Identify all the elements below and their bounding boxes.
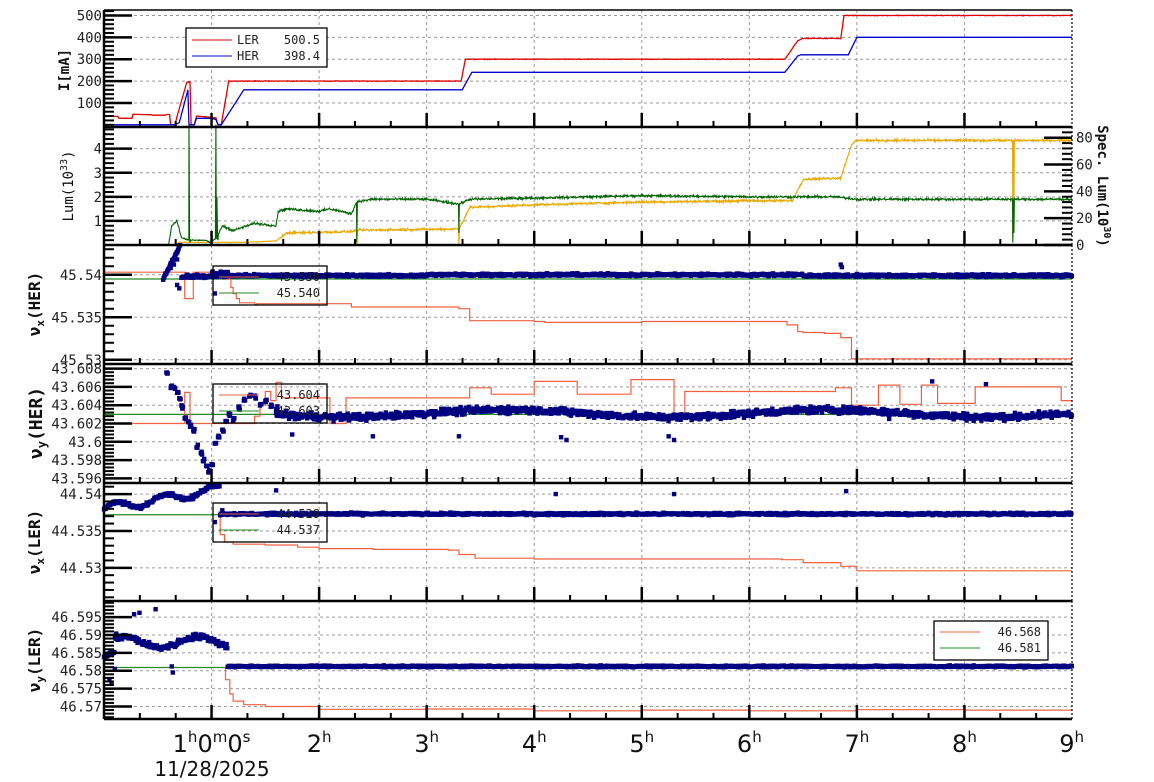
y-tick-label: 200 (77, 74, 102, 90)
legend-reference-value: 44.537 (277, 523, 320, 537)
legend-setpoint-value: 46.568 (998, 625, 1041, 639)
legend-reference-value: 45.540 (277, 286, 320, 300)
y-tick-label: 500 (77, 8, 102, 24)
x-tick-label: 8h (952, 728, 977, 758)
legend-reference-value: 46.581 (998, 641, 1041, 655)
y-tick-label-right: 60 (1076, 158, 1093, 174)
y-tick-label: 45.53 (60, 353, 102, 369)
y-tick-label-right: 0 (1076, 238, 1084, 254)
lum-line (103, 124, 1073, 246)
x-tick-label: 7h (844, 728, 869, 758)
y-tick-label: 44.535 (51, 524, 102, 540)
legend-setpoint-value: 44.528 (277, 507, 320, 521)
y-tick-label: 46.595 (51, 610, 102, 626)
ylabel-nuy-her: νy(HER) (26, 387, 49, 459)
nux-ler-setpoint-line (218, 514, 1072, 572)
y-tick-label: 43.6 (68, 435, 102, 451)
legend-setpoint-value: 45.530 (277, 270, 320, 284)
y-tick-label: 43.608 (51, 362, 102, 378)
x-tick-label: 9h (1059, 728, 1084, 758)
x-axis-date: 11/28/2025 (154, 757, 269, 781)
legend-reference-value: 43.603 (277, 404, 320, 418)
y-tick-label: 45.535 (51, 310, 102, 326)
y-tick-label: 43.606 (51, 380, 102, 396)
y-tick-label: 44.54 (60, 487, 102, 503)
nuy-ler-measured-points (101, 607, 1074, 686)
legend-nux-her: 45.530 45.540 (212, 265, 328, 306)
y-tick-label-right: 40 (1076, 184, 1093, 200)
legend-her-name: HER (237, 49, 259, 63)
ylabel-current: I[mA] (57, 49, 73, 91)
plot-series (101, 14, 1074, 712)
ylabel-nuy-ler: νy(LER) (25, 628, 47, 692)
y-tick-label: 43.604 (51, 398, 102, 414)
legend-ler-value: 500.5 (284, 33, 320, 47)
y-tick-label: 1 (94, 214, 102, 230)
ylabel-luminosity: Lum(1033) (59, 150, 77, 221)
y-tick-label: 46.59 (60, 628, 102, 644)
y-tick-label-right: 80 (1076, 131, 1093, 147)
y-tick-label: 400 (77, 30, 102, 46)
x-tick-label: 3h (414, 728, 439, 758)
y-tick-label: 2 (94, 190, 102, 206)
y-tick-label: 45.54 (60, 268, 102, 284)
y-tick-label: 4 (94, 142, 102, 158)
x-axis-labels: 1h0m0s 2h 3h 4h 5h 6h 7h 8h 9h (173, 728, 1084, 758)
ylabel-nux-her: νx(HER) (25, 272, 47, 336)
x-tick-label: 2h (307, 728, 332, 758)
ylabel-nux-ler: νx(LER) (25, 510, 47, 574)
y-tick-label: 300 (77, 52, 102, 68)
y-tick-label: 43.596 (51, 471, 102, 487)
x-tick-label: 6h (737, 728, 762, 758)
x-tick-label: 1h0m0s (173, 728, 251, 758)
y-tick-label: 100 (77, 96, 102, 112)
her-current-line (104, 36, 1072, 126)
y-tick-labels: 100200300400500123402040608045.5345.5354… (51, 8, 1092, 715)
nuy-her-measured-points (164, 370, 1074, 475)
nux-ler-measured-points (101, 482, 1074, 525)
legend-nuy-her: 43.604 43.603 (212, 383, 328, 424)
nux-her-setpoint-line (104, 271, 1072, 360)
y-tick-label: 44.53 (60, 561, 102, 577)
axes-frames (102, 9, 1073, 721)
legend-nux-ler: 44.528 44.537 (212, 502, 328, 543)
legend-her-value: 398.4 (284, 49, 320, 63)
y-tick-label: 46.58 (60, 664, 102, 680)
nux-her-measured-points (160, 243, 1074, 296)
spec-lum-line (103, 136, 1073, 246)
legend-setpoint-value: 43.604 (277, 388, 320, 402)
y-tick-label: 46.57 (60, 699, 102, 715)
y-tick-label-right: 20 (1076, 211, 1093, 227)
legend-tunes: 45.530 45.540 43.604 43.603 44.528 44.537 46.5… (212, 265, 1049, 661)
x-tick-label: 5h (629, 728, 654, 758)
ylabel-spec-luminosity: Spec. Lum(1030) (1094, 125, 1112, 247)
x-tick-label: 4h (522, 728, 547, 758)
y-tick-label: 43.602 (51, 417, 102, 433)
y-tick-label: 3 (94, 166, 102, 182)
ler-current-line (104, 14, 1072, 126)
legend-ler-name: LER (237, 33, 259, 47)
y-tick-label: 46.575 (51, 682, 102, 698)
nuy-ler-setpoint-line (224, 666, 1072, 712)
legend-nuy-ler: 46.568 46.581 (933, 620, 1049, 661)
y-tick-label: 46.585 (51, 646, 102, 662)
y-tick-label: 43.598 (51, 453, 102, 469)
legend-current: LER 500.5 HER 398.4 (185, 27, 328, 68)
